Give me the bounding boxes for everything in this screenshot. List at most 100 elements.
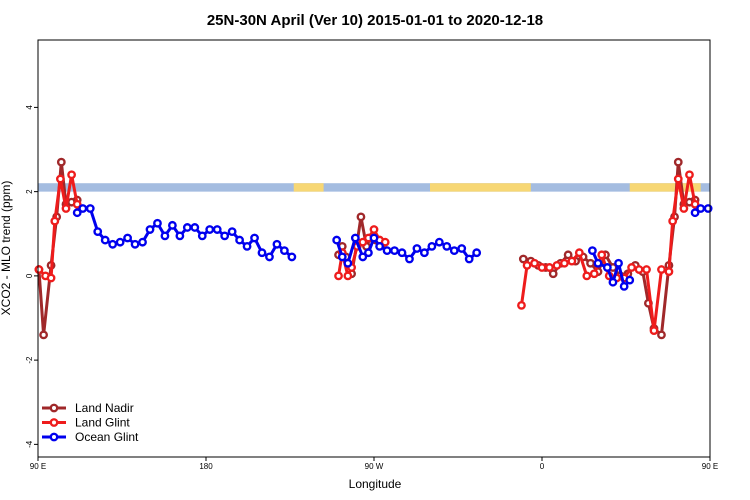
- series-ocean-glint: [72, 204, 713, 291]
- y-axis-label: XCO2 - MLO trend (ppm): [0, 181, 13, 316]
- data-point: [72, 208, 82, 218]
- data-point: [673, 174, 683, 184]
- data-point: [212, 225, 222, 234]
- data-point: [34, 265, 44, 274]
- land-mask-strip: [38, 183, 710, 192]
- data-point: [608, 277, 618, 287]
- data-point: [72, 199, 82, 209]
- data-point: [548, 269, 558, 279]
- data-point: [78, 204, 88, 213]
- data-point: [412, 244, 422, 253]
- data-point: [175, 231, 185, 241]
- data-point: [434, 237, 444, 247]
- data-point: [405, 254, 414, 264]
- data-point: [588, 246, 597, 256]
- legend-swatch-point: [49, 418, 59, 427]
- data-point: [602, 263, 612, 272]
- data-point: [537, 263, 547, 272]
- legend-item: Land Glint: [42, 416, 130, 430]
- data-point: [100, 235, 110, 245]
- data-point: [625, 275, 635, 285]
- plot-frame: [37, 39, 711, 458]
- data-point: [257, 248, 267, 258]
- data-point: [337, 252, 347, 262]
- data-point: [242, 241, 252, 251]
- data-point: [690, 199, 700, 209]
- data-point: [586, 258, 595, 268]
- data-point: [397, 248, 407, 258]
- data-point: [427, 241, 437, 251]
- data-point: [160, 231, 170, 241]
- legend-item: Land Nadir: [42, 401, 134, 415]
- data-point: [220, 231, 230, 241]
- data-point: [690, 208, 700, 218]
- data-point: [664, 267, 674, 277]
- data-point: [634, 265, 644, 274]
- data-point: [56, 174, 65, 184]
- data-point: [472, 248, 482, 258]
- data-point: [363, 248, 373, 258]
- x-axis: 90 E 180 90 W 0 90 E: [30, 457, 718, 471]
- legend-item: Ocean Glint: [42, 430, 139, 444]
- data-point: [574, 248, 584, 258]
- data-point: [457, 244, 467, 253]
- data-point: [369, 233, 379, 243]
- y-tick-label: 4: [25, 105, 34, 110]
- data-point: [685, 170, 694, 180]
- data-point: [61, 204, 71, 213]
- y-tick-label: -2: [25, 356, 34, 364]
- legend-label: Land Nadir: [75, 401, 134, 415]
- y-tick-label: -4: [25, 440, 34, 448]
- data-point: [50, 216, 60, 226]
- data-point: [56, 157, 66, 167]
- data-point: [356, 212, 366, 222]
- data-point: [380, 237, 390, 247]
- x-tick-label: 90 E: [702, 462, 718, 471]
- data-point: [265, 252, 274, 262]
- x-tick-label: 0: [540, 462, 545, 471]
- data-point: [530, 258, 539, 268]
- data-point: [442, 241, 452, 251]
- land-band: [629, 183, 701, 192]
- data-point: [696, 204, 706, 213]
- x-tick-label: 90 E: [30, 462, 46, 471]
- data-point: [518, 254, 528, 264]
- y-tick-label: 0: [25, 273, 34, 278]
- data-point: [235, 235, 245, 245]
- x-tick-label: 180: [199, 462, 213, 471]
- data-point: [153, 218, 162, 228]
- data-point: [93, 227, 103, 237]
- data-point: [582, 271, 592, 281]
- data-point: [115, 237, 125, 247]
- data-point: [619, 282, 629, 291]
- data-point: [560, 258, 569, 268]
- data-point: [449, 246, 459, 256]
- y-tick-label: 2: [25, 189, 34, 194]
- data-point: [657, 330, 666, 340]
- data-point: [227, 227, 237, 237]
- data-point: [358, 252, 368, 262]
- data-point: [597, 250, 607, 260]
- data-point: [614, 258, 623, 268]
- data-point: [343, 271, 353, 281]
- data-point: [567, 256, 577, 266]
- data-point: [563, 250, 573, 260]
- data-point: [130, 239, 140, 249]
- ocean-band: [38, 183, 710, 192]
- data-point: [197, 231, 207, 241]
- data-point: [369, 225, 379, 234]
- data-point: [272, 239, 282, 249]
- data-point: [545, 263, 554, 272]
- data-point: [679, 204, 689, 213]
- data-point: [552, 260, 562, 270]
- data-point: [167, 220, 177, 230]
- data-point: [642, 265, 651, 274]
- legend-swatch-point: [49, 432, 59, 442]
- data-point: [649, 326, 659, 336]
- series-layer: [34, 157, 713, 340]
- data-point: [190, 223, 200, 232]
- legend-label: Land Glint: [75, 416, 130, 430]
- data-point: [334, 271, 343, 281]
- data-point: [593, 258, 603, 268]
